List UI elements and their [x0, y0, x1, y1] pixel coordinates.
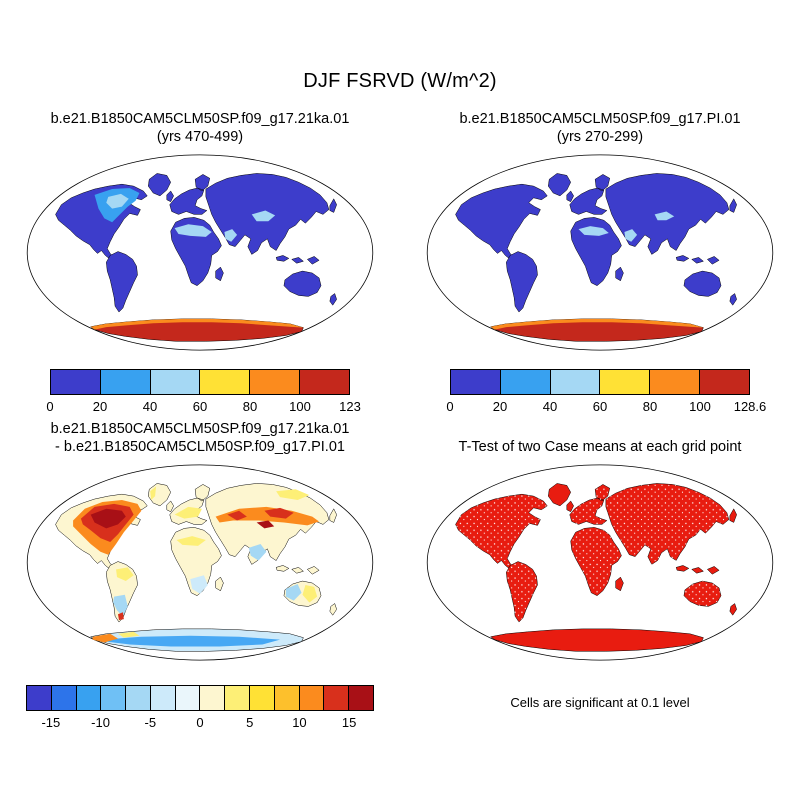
colorbar-tick-label: 20 [92, 399, 108, 414]
panel-title: T-Test of two Case means at each grid po… [400, 410, 800, 456]
colorbar-tick-label: 60 [192, 399, 208, 414]
colorbar-box [549, 370, 600, 394]
colorbar-tick-label: 40 [542, 399, 558, 414]
colorbar-box [27, 686, 51, 710]
colorbar-labels: 0 20 40 60 80 100 128.6 [446, 399, 766, 415]
colorbar-tick-label: 80 [242, 399, 258, 414]
colorbar-tick-label: 100 [689, 399, 711, 414]
colorbar-box [649, 370, 700, 394]
colorbar-boxes [450, 369, 750, 395]
panel-case-pi: b.e21.B1850CAM5CLM50SP.f09_g17.PI.01 (yr… [400, 100, 800, 415]
panel-title: b.e21.B1850CAM5CLM50SP.f09_g17.PI.01 (yr… [400, 100, 800, 146]
colorbar-tick-label: 80 [642, 399, 658, 414]
colorbar-box [149, 370, 200, 394]
panel-title-line1: T-Test of two Case means at each grid po… [458, 438, 742, 455]
colorbar-box [499, 370, 550, 394]
colorbar-tick-label: 0 [196, 715, 204, 730]
colorbar-box [149, 686, 175, 710]
colorbar-box [599, 370, 650, 394]
colorbar-tick-label: 60 [592, 399, 608, 414]
colorbar-tick-label: 20 [492, 399, 508, 414]
colorbar-box [100, 686, 126, 710]
colorbar-box [249, 686, 274, 710]
colorbar-tick-label: -5 [144, 715, 157, 730]
panel-title: b.e21.B1850CAM5CLM50SP.f09_g17.21ka.01 (… [0, 100, 400, 146]
colorbar-tick-label: 15 [341, 715, 357, 730]
colorbar-box [451, 370, 500, 394]
panel-title-line2: (yrs 270-299) [556, 128, 644, 145]
panel-title-line2: (yrs 470-499) [156, 128, 244, 145]
significance-caption: Cells are significant at 0.1 level [510, 695, 690, 710]
colorbar-tick-label: 128.6 [733, 399, 767, 414]
panel-title: b.e21.B1850CAM5CLM50SP.f09_g17.21ka.01 -… [0, 410, 400, 456]
world-map-case-pi [426, 154, 774, 351]
colorbar-tick-label: 123 [339, 399, 361, 414]
colorbar-box [50, 686, 76, 710]
panel-ttest: T-Test of two Case means at each grid po… [400, 410, 800, 710]
colorbar-boxes [26, 685, 374, 711]
colorbar-case-21ka: 0 20 40 60 80 100 123 [46, 369, 361, 415]
colorbar-box [298, 686, 324, 710]
colorbar-box [125, 686, 150, 710]
colorbar-box [99, 370, 150, 394]
colorbar-tick-label: 40 [142, 399, 158, 414]
world-map-case-21ka [26, 154, 374, 351]
colorbar-box [199, 686, 225, 710]
colorbar-box [249, 370, 300, 394]
colorbar-tick-label: 10 [292, 715, 307, 730]
colorbar-tick-label: 100 [289, 399, 311, 414]
colorbar-box [273, 686, 299, 710]
colorbar-boxes [50, 369, 350, 395]
world-map-difference [26, 464, 374, 661]
colorbar-tick-label: -15 [41, 715, 61, 730]
colorbar-tick-label: 5 [246, 715, 254, 730]
colorbar-tick-label: 0 [446, 399, 454, 414]
colorbar-box [323, 686, 349, 710]
colorbar-labels: 0 20 40 60 80 100 123 [46, 399, 360, 415]
panel-title-line1: b.e21.B1850CAM5CLM50SP.f09_g17.PI.01 [459, 110, 741, 127]
colorbar-case-pi: 0 20 40 60 80 100 128.6 [446, 369, 766, 415]
panel-difference: b.e21.B1850CAM5CLM50SP.f09_g17.21ka.01 -… [0, 410, 400, 731]
colorbar-difference: -15 -10 -5 0 5 10 15 [26, 685, 374, 731]
colorbar-labels: -15 -10 -5 0 5 10 15 [26, 715, 374, 731]
colorbar-box [224, 686, 250, 710]
colorbar-tick-label: 0 [46, 399, 54, 414]
panel-title-line2: - b.e21.B1850CAM5CLM50SP.f09_g17.PI.01 [55, 438, 345, 455]
colorbar-box [75, 686, 101, 710]
figure-title: DJF FSRVD (W/m^2) [303, 70, 497, 92]
colorbar-box [348, 686, 373, 710]
colorbar-box [699, 370, 749, 394]
colorbar-box [199, 370, 250, 394]
panel-title-line1: b.e21.B1850CAM5CLM50SP.f09_g17.21ka.01 [50, 110, 350, 127]
colorbar-box [51, 370, 100, 394]
panel-case-21ka: b.e21.B1850CAM5CLM50SP.f09_g17.21ka.01 (… [0, 100, 400, 415]
world-map-ttest [426, 464, 774, 661]
colorbar-box [299, 370, 349, 394]
panel-title-line1: b.e21.B1850CAM5CLM50SP.f09_g17.21ka.01 [50, 420, 350, 437]
colorbar-box [174, 686, 200, 710]
colorbar-tick-label: -10 [91, 715, 110, 730]
